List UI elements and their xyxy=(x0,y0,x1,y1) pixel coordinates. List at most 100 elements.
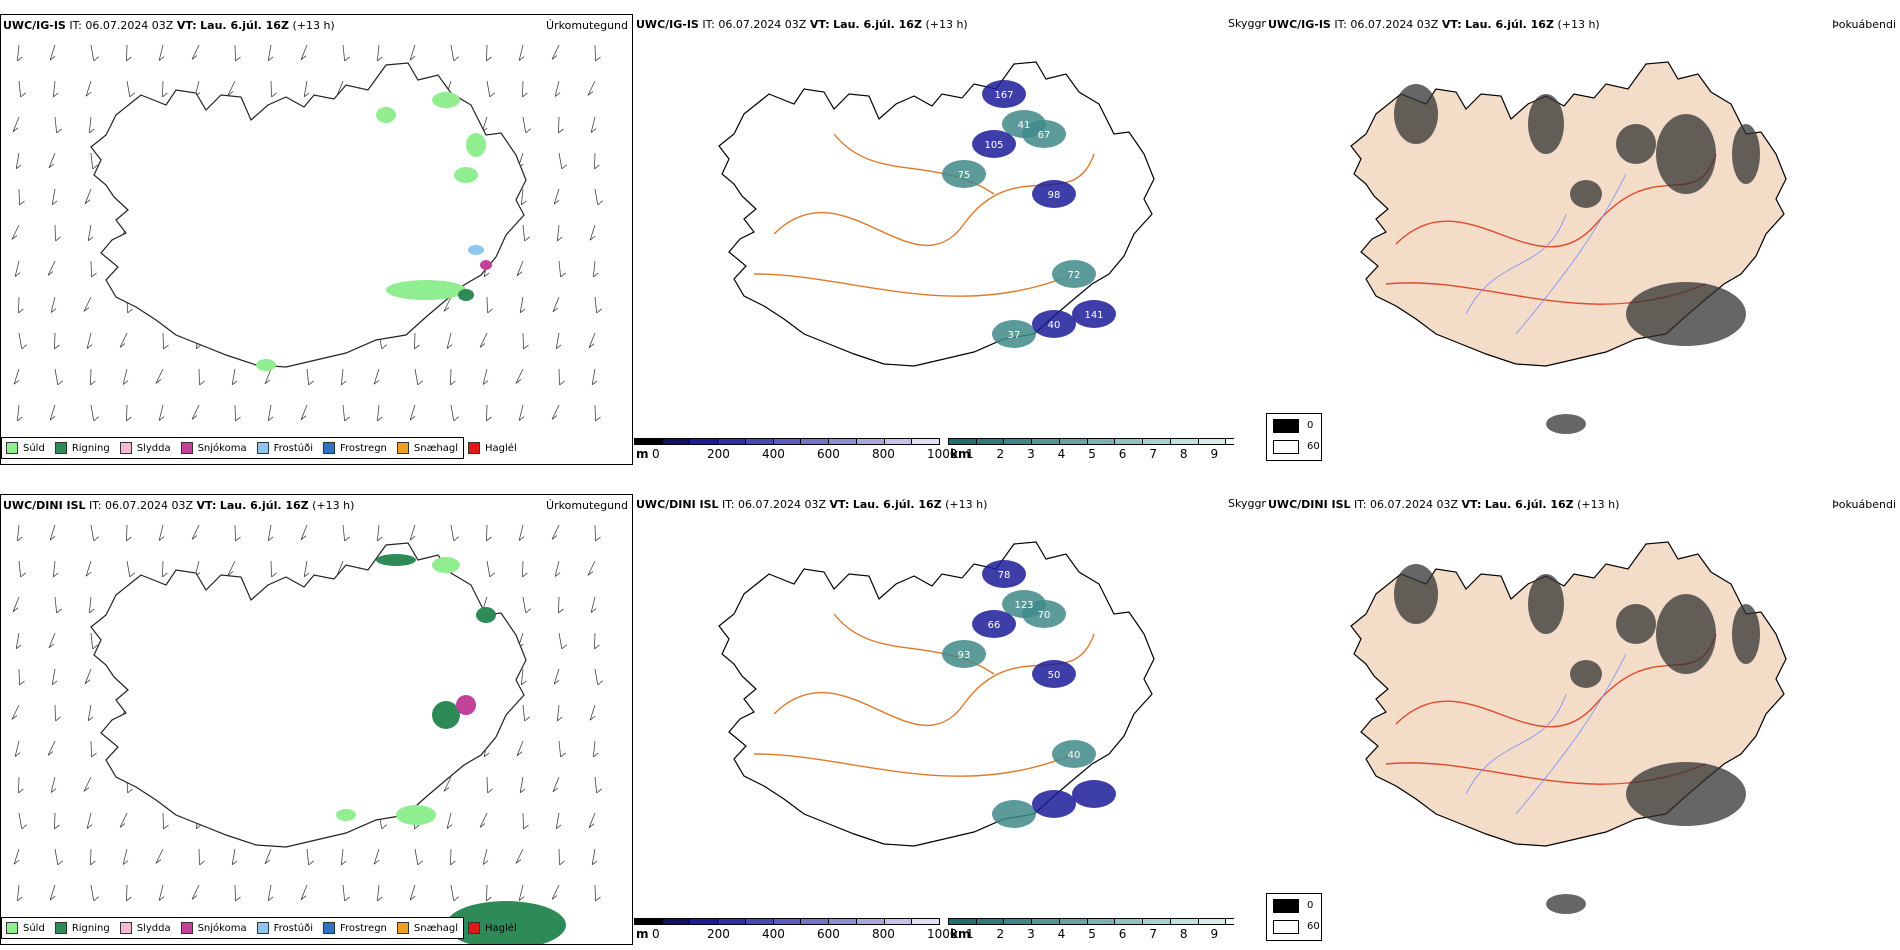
wind-barb-flag xyxy=(450,860,456,866)
colorbar-segment xyxy=(1197,918,1227,925)
wind-barb-flag xyxy=(271,572,277,578)
precip-legend-label: Frostúði xyxy=(273,442,313,454)
precip-type-panel-bottom: UWC/DINI ISL IT: 06.07.2024 03Z VT: Lau.… xyxy=(0,494,633,945)
wind-barb xyxy=(270,560,272,578)
wind-barb-flag xyxy=(53,92,59,98)
wind-barb-flag xyxy=(87,236,94,242)
wind-barb xyxy=(558,260,562,277)
precip-legend-swatch xyxy=(323,442,335,454)
wind-barb-flag xyxy=(409,895,416,901)
fog-area xyxy=(1570,180,1602,208)
wind-barb-flag xyxy=(482,860,489,865)
wind-barb-flag xyxy=(559,860,565,866)
wind-barb xyxy=(270,80,272,98)
wind-barb xyxy=(234,404,236,422)
river-lines xyxy=(1465,653,1627,815)
wind-barb xyxy=(556,704,560,721)
wind-barb xyxy=(594,188,599,205)
wind-barb-flag xyxy=(195,344,202,350)
wind-barb-flag xyxy=(557,236,563,242)
wind-barb xyxy=(16,884,20,901)
wind-barb xyxy=(18,776,20,794)
wind-barb-flag xyxy=(158,896,165,901)
wind-barb-flag xyxy=(597,200,604,206)
wind-barb xyxy=(588,332,596,348)
wind-barb-flag xyxy=(49,535,56,541)
colorbar-segment xyxy=(1031,438,1060,445)
wind-barb-flag xyxy=(557,716,563,722)
wind-barb-flag xyxy=(87,716,94,722)
wind-barb-flag xyxy=(48,163,55,169)
wind-barb xyxy=(558,116,560,134)
colorbar-segment xyxy=(911,918,940,925)
wind-barb xyxy=(54,812,56,830)
panel-title: UWC/DINI ISL IT: 06.07.2024 03Z VT: Lau.… xyxy=(636,498,988,511)
wind-barb-flag xyxy=(414,344,420,350)
colorbar-segment xyxy=(1114,918,1144,925)
wind-barb-flag xyxy=(20,572,26,578)
precip-type-label: Úrkomutegund xyxy=(546,19,628,32)
wind-barb-flag xyxy=(191,415,198,420)
wind-barb xyxy=(558,632,563,649)
wind-barb xyxy=(518,524,524,541)
wind-barb xyxy=(16,404,20,421)
wind-barb xyxy=(486,524,488,542)
wind-barb-flag xyxy=(409,415,416,421)
wind-barb xyxy=(479,812,488,828)
wind-barb xyxy=(54,332,56,350)
cloud-area xyxy=(992,320,1036,348)
wind-barb xyxy=(450,368,452,386)
colorbar-tick: 2 xyxy=(996,447,1005,461)
wind-barb-flag xyxy=(191,895,198,900)
wind-barb-flag xyxy=(453,416,460,422)
wind-barb xyxy=(155,848,164,864)
cloud-area xyxy=(1002,110,1046,138)
cloud-area xyxy=(1032,660,1076,688)
precip-legend-item: Snæhagl xyxy=(396,442,458,454)
wind-barb-flag xyxy=(93,896,100,902)
colorbar-segment xyxy=(1003,438,1033,445)
precip-legend-swatch xyxy=(119,922,132,934)
visibility-colorbar: km12345678910 xyxy=(948,438,1234,461)
wind-barb xyxy=(50,776,56,793)
wind-barb-flag xyxy=(84,199,91,205)
wind-barb-flag xyxy=(129,92,136,98)
wind-barb-flag xyxy=(373,859,380,865)
wind-barb-flag xyxy=(377,416,383,422)
precip-area xyxy=(476,607,496,623)
cloud-base-colorbar: m 0 200 400 600 800 1000 xyxy=(634,438,958,461)
wind-barb-flag xyxy=(594,164,600,170)
wind-barb xyxy=(231,848,236,865)
wind-barb-flag xyxy=(235,536,241,542)
wind-barb xyxy=(551,884,560,900)
wind-barb-flag xyxy=(155,859,162,864)
wind-barb xyxy=(90,368,92,386)
wind-barb xyxy=(336,560,344,576)
wind-barb-flag xyxy=(479,343,486,348)
wind-barb xyxy=(90,740,92,758)
wind-barb-flag xyxy=(555,344,562,350)
wind-barb-flag xyxy=(519,788,526,794)
wind-barb-flag xyxy=(559,380,565,386)
wind-barb xyxy=(558,368,560,386)
precip-legend: Súld Rigning Slydda Snjókoma Frostúði Frostre… xyxy=(1,917,517,939)
cloud-base-panel-top: UWC/IG-IS IT: 06.07.2024 03Z VT: Lau. 6.… xyxy=(634,14,1234,465)
wind-barb xyxy=(373,848,380,865)
wind-barb xyxy=(342,404,346,421)
wind-barb xyxy=(234,884,236,902)
wind-barb xyxy=(16,44,20,61)
wind-barb-flag xyxy=(122,380,129,385)
wind-barb-flag xyxy=(57,380,64,386)
wind-barb xyxy=(12,596,20,612)
wind-barb xyxy=(126,404,128,422)
wind-barb xyxy=(14,260,20,277)
wind-barb xyxy=(191,404,200,420)
fog-value-high: 60 xyxy=(1307,921,1320,932)
colorbar-tick: 2 xyxy=(996,927,1005,941)
cloud-area xyxy=(1032,180,1076,208)
wind-barb-flag xyxy=(127,308,133,314)
wind-barb-flag xyxy=(48,643,55,649)
wind-barb-flag xyxy=(89,608,95,614)
wind-barb xyxy=(90,44,95,61)
cloud-base-value: 75 xyxy=(958,170,971,181)
